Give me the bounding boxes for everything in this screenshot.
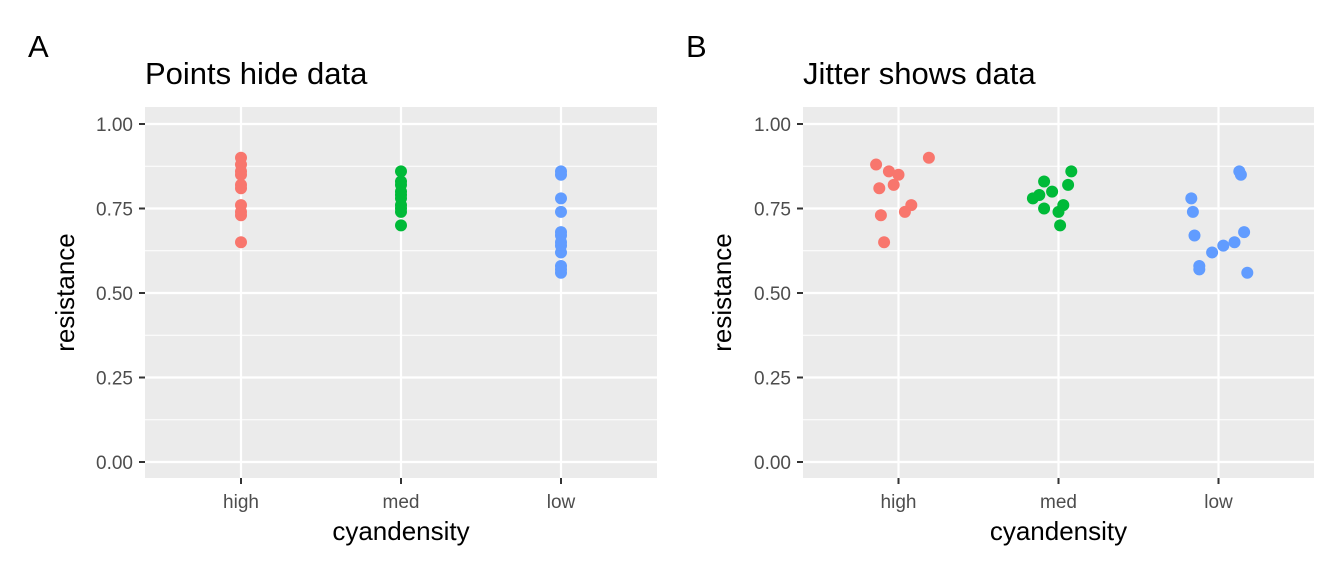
data-point-low: [1238, 226, 1251, 239]
data-point-low: [1188, 229, 1201, 242]
data-point-med: [395, 175, 407, 188]
data-point-high: [874, 209, 887, 222]
data-point-high: [235, 151, 247, 164]
data-point-low: [555, 192, 567, 205]
data-point-med: [1038, 202, 1051, 215]
data-point-low: [555, 246, 567, 259]
data-point-med: [1065, 165, 1078, 178]
data-point-high: [922, 151, 935, 164]
y-tick-label: 0.50: [96, 284, 133, 305]
y-tick-label: 1.00: [96, 115, 133, 136]
y-tick-label: 0.50: [754, 284, 791, 305]
x-axis-label: cyandensity: [990, 516, 1127, 546]
x-tick-label: med: [1040, 492, 1077, 513]
y-tick-label: 0.00: [754, 453, 791, 474]
data-point-high: [878, 236, 891, 249]
data-point-low: [1228, 236, 1241, 249]
data-point-med: [395, 219, 407, 232]
y-tick-label: 0.25: [96, 369, 133, 390]
data-point-med: [1038, 175, 1051, 188]
data-point-high: [898, 205, 911, 218]
data-point-high: [870, 158, 883, 171]
data-point-high: [235, 209, 247, 222]
panel-A: 0.00 0.25 0.50 0.75 1.00 high med low cyandensit…: [28, 29, 657, 546]
y-axis-label: resistance: [707, 233, 737, 352]
y-axis-label: resistance: [50, 233, 80, 352]
data-point-med: [1054, 219, 1067, 232]
chart-title: Points hide data: [145, 56, 368, 91]
data-point-low: [1186, 205, 1199, 218]
data-point-high: [892, 168, 905, 181]
data-point-high: [235, 236, 247, 249]
data-point-med: [395, 165, 407, 178]
x-tick-label: high: [223, 492, 259, 513]
data-point-low: [555, 168, 567, 181]
data-point-low: [555, 266, 567, 279]
data-point-high: [873, 182, 886, 195]
x-axis-label: cyandensity: [332, 516, 469, 546]
data-point-low: [1193, 263, 1206, 276]
data-point-med: [1062, 178, 1075, 191]
y-tick-label: 1.00: [754, 115, 791, 136]
x-tick-label: high: [881, 492, 917, 513]
panel-tag: B: [686, 29, 707, 64]
data-point-med: [1026, 192, 1039, 205]
y-tick-label: 0.75: [96, 200, 133, 221]
data-point-med: [395, 205, 407, 218]
panel-tag: A: [28, 29, 49, 64]
panel-B: 0.00 0.25 0.50 0.75 1.00 high med low cyandensit…: [686, 29, 1314, 546]
data-point-low: [1217, 239, 1230, 252]
data-point-med: [1046, 185, 1059, 198]
data-point-high: [882, 165, 895, 178]
chart-title: Jitter shows data: [803, 56, 1036, 91]
x-tick-label: med: [383, 492, 420, 513]
data-point-high: [235, 168, 247, 181]
x-tick-label: low: [1204, 492, 1233, 513]
data-point-high: [235, 178, 247, 191]
y-tick-label: 0.00: [96, 453, 133, 474]
x-tick-label: low: [547, 492, 576, 513]
data-point-med: [1052, 205, 1065, 218]
data-point-low: [1234, 168, 1247, 181]
data-point-low: [1185, 192, 1198, 205]
data-point-low: [1241, 266, 1254, 279]
data-point-high: [887, 178, 900, 191]
y-tick-label: 0.25: [754, 369, 791, 390]
data-point-low: [555, 226, 567, 239]
data-point-med: [395, 185, 407, 198]
data-point-low: [1206, 246, 1219, 259]
y-tick-label: 0.75: [754, 200, 791, 221]
data-point-low: [555, 205, 567, 218]
